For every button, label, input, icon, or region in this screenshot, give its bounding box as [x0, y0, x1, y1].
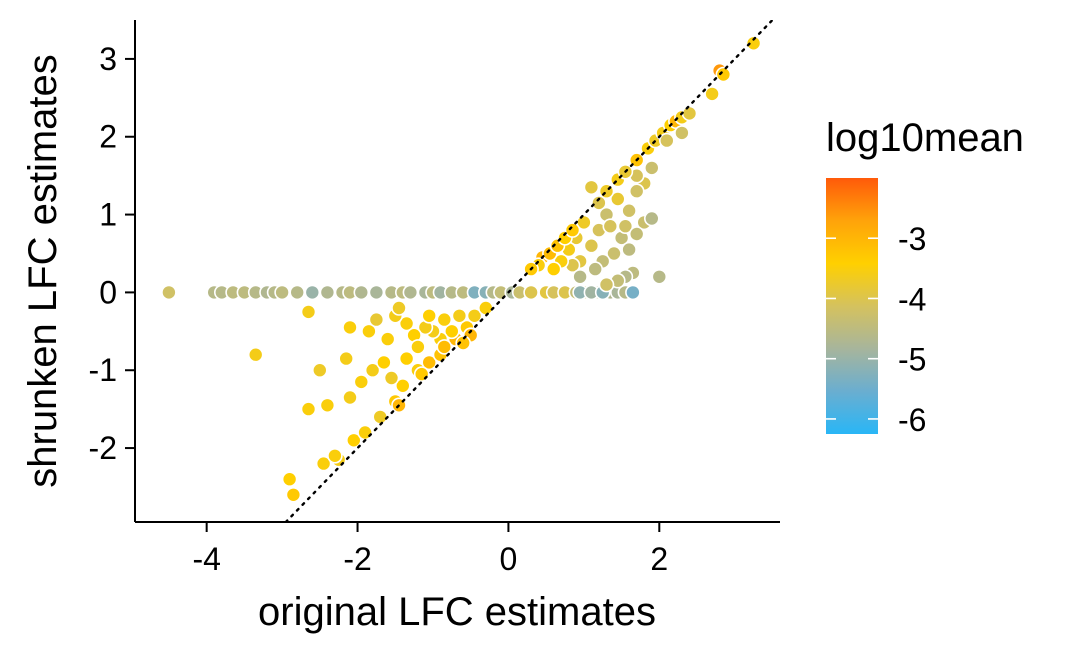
- x-axis-ticks: -4 -2 0 2: [192, 522, 668, 577]
- data-point: [436, 339, 453, 355]
- data-point: [315, 455, 332, 472]
- data-point: [342, 389, 358, 406]
- data-point: [247, 346, 264, 363]
- y-tick-label: -1: [89, 352, 117, 388]
- data-point: [598, 183, 615, 199]
- data-point: [602, 218, 619, 234]
- data-point: [621, 241, 637, 258]
- data-point: [628, 183, 645, 199]
- data-point: [402, 284, 419, 301]
- x-tick-label: -2: [343, 541, 371, 577]
- data-point: [372, 409, 389, 425]
- legend-colorbar: [826, 178, 878, 434]
- y-tick-label: 3: [99, 41, 117, 77]
- data-point: [658, 132, 675, 149]
- data-point: [466, 307, 483, 324]
- data-point: [311, 362, 328, 379]
- data-point: [598, 276, 615, 293]
- data-point: [364, 362, 381, 379]
- data-point: [674, 125, 690, 141]
- data-point: [289, 284, 306, 301]
- color-legend: log10mean -3 -4 -5 -6: [826, 116, 1024, 438]
- data-point: [572, 268, 588, 285]
- legend-tick-label: -5: [898, 342, 926, 378]
- data-point: [421, 307, 438, 324]
- data-point: [274, 284, 290, 301]
- data-point: [745, 35, 762, 52]
- data-point: [606, 245, 622, 262]
- x-tick-label: 0: [500, 541, 518, 577]
- data-point: [715, 66, 732, 83]
- data-point: [398, 350, 415, 367]
- data-point: [643, 210, 660, 227]
- x-axis-label: original LFC estimates: [258, 590, 656, 634]
- data-point: [327, 447, 343, 464]
- data-point: [583, 179, 600, 196]
- data-point: [451, 307, 468, 324]
- data-point: [455, 335, 472, 351]
- y-tick-label: 0: [99, 274, 117, 310]
- data-point: [361, 323, 377, 340]
- legend-title: log10mean: [826, 116, 1024, 160]
- legend-tick-label: -4: [898, 281, 926, 317]
- data-point: [368, 311, 385, 328]
- data-point: [523, 284, 539, 301]
- data-point: [342, 319, 358, 336]
- data-point: [319, 284, 336, 301]
- x-tick-label: -4: [192, 541, 220, 577]
- data-point: [383, 370, 400, 386]
- data-point: [357, 424, 373, 441]
- data-point: [651, 268, 668, 285]
- data-point: [621, 202, 637, 219]
- data-point: [545, 261, 562, 277]
- data-point: [477, 300, 494, 316]
- data-point: [281, 471, 298, 488]
- data-point: [304, 284, 321, 301]
- data-point: [338, 350, 355, 367]
- data-point: [345, 432, 362, 449]
- y-tick-label: -2: [89, 430, 117, 466]
- legend-tick-label: -3: [898, 221, 926, 257]
- data-point: [681, 105, 698, 122]
- data-point: [391, 300, 407, 316]
- data-point: [398, 315, 415, 332]
- data-point: [410, 339, 426, 355]
- data-point: [368, 284, 385, 301]
- data-point: [436, 311, 453, 328]
- data-point: [353, 284, 370, 301]
- data-point: [413, 366, 430, 382]
- data-points: [161, 35, 762, 503]
- data-point: [421, 354, 438, 371]
- data-point: [628, 226, 645, 242]
- y-axis-label: shrunken LFC estimates: [21, 54, 65, 488]
- data-point: [376, 354, 392, 371]
- data-point: [161, 284, 177, 301]
- y-axis-ticks: -2 -1 0 1 2 3: [89, 41, 135, 466]
- y-tick-label: 1: [99, 197, 117, 233]
- data-point: [609, 191, 626, 207]
- data-point: [583, 237, 600, 254]
- data-point: [564, 222, 581, 238]
- data-point: [587, 261, 604, 277]
- data-point: [353, 374, 370, 390]
- data-point: [379, 331, 396, 347]
- data-point: [300, 401, 317, 417]
- data-point: [319, 397, 336, 414]
- legend-tick-label: -6: [898, 402, 926, 438]
- data-point: [625, 284, 641, 301]
- data-point: [443, 323, 460, 340]
- data-point: [643, 160, 660, 176]
- x-tick-label: 2: [650, 541, 668, 577]
- data-point: [285, 486, 302, 503]
- y-tick-label: 2: [99, 119, 117, 155]
- data-point: [394, 377, 411, 394]
- legend-ticks: -3 -4 -5 -6: [826, 221, 926, 438]
- data-point: [300, 304, 317, 320]
- data-point: [704, 86, 720, 102]
- data-point: [617, 218, 634, 234]
- data-point: [591, 195, 607, 211]
